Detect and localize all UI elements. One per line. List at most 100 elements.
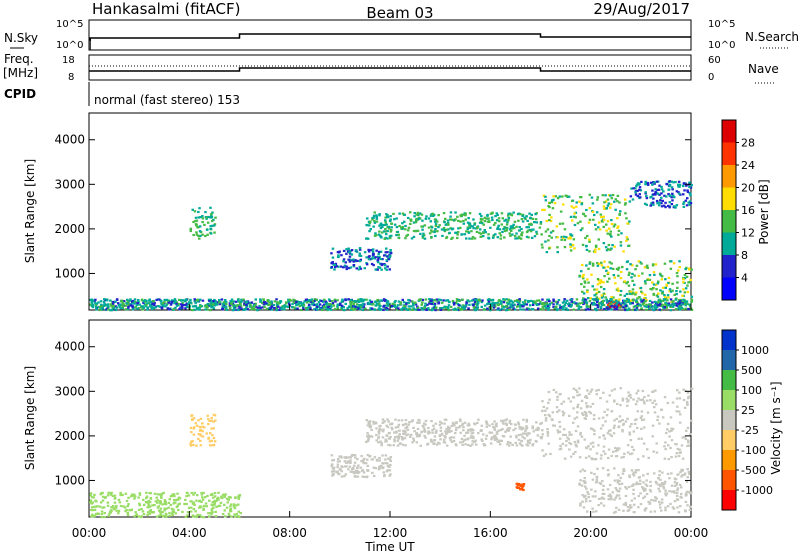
data-cell [658,193,661,196]
data-cell [362,302,365,305]
data-cell [589,412,593,415]
data-cell [645,203,648,206]
data-cell [145,495,149,498]
data-cell [325,303,328,306]
data-cell [645,303,648,306]
data-cell [481,218,484,221]
data-cell [599,213,603,216]
data-cell [194,422,197,425]
data-cell [358,247,362,250]
data-cell [475,443,478,446]
data-cell [493,438,497,441]
data-cell [681,294,684,297]
data-cell [686,402,689,406]
data-cell [602,434,605,437]
data-cell [507,302,511,305]
data-cell [229,306,232,310]
data-cell [446,425,450,428]
data-cell [454,443,458,446]
data-cell [636,400,639,403]
data-cell [508,228,512,231]
data-cell [581,301,584,304]
data-cell [643,402,646,405]
data-cell [350,470,353,473]
data-cell [584,494,587,497]
data-cell [462,219,465,223]
data-cell [497,307,500,310]
data-cell [277,301,280,304]
data-cell [356,458,359,461]
data-cell [595,389,598,392]
data-cell [409,211,412,214]
data-cell [186,514,189,517]
data-cell [111,494,115,497]
data-cell [515,444,519,447]
data-cell [531,444,534,447]
data-cell [184,307,187,310]
data-cell [207,436,211,439]
data-cell [522,483,526,486]
data-cell [381,418,385,421]
data-cell [334,300,337,303]
data-cell [521,436,525,439]
data-cell [238,301,242,304]
data-cell [639,503,643,506]
data-cell [340,306,343,309]
data-cell [653,406,656,409]
data-cell [397,423,401,426]
data-cell [95,308,98,311]
data-cell [385,223,388,226]
data-cell [575,304,579,307]
data-cell [576,411,579,414]
data-cell [646,278,649,281]
data-cell [583,495,586,499]
data-cell [417,213,420,217]
data-cell [685,275,689,278]
data-cell [636,389,640,392]
data-cell [172,502,176,505]
data-cell [572,421,575,424]
data-cell [444,307,447,310]
data-cell [496,236,499,239]
data-cell [603,260,606,263]
data-cell [679,471,682,474]
data-cell [283,308,286,311]
data-cell [367,248,370,251]
data-cell [687,444,691,447]
data-cell [571,243,575,247]
data-cell [610,247,613,250]
data-cell [657,188,661,191]
data-cell [657,292,660,295]
data-cell [209,216,212,219]
data-cell [479,217,483,221]
data-cell [587,496,590,499]
data-cell [545,407,549,410]
data-cell [505,229,509,232]
data-cell [265,302,268,305]
data-cell [366,458,369,461]
data-cell [305,300,308,303]
data-cell [222,493,225,496]
data-cell [540,435,544,439]
data-cell [385,440,388,443]
data-cell [455,426,458,429]
data-cell [487,236,490,239]
data-cell [197,419,200,422]
data-cell [420,430,424,433]
data-cell [534,213,537,216]
data-cell [141,305,144,308]
data-cell [190,500,193,503]
data-cell [377,430,380,433]
data-cell [389,473,392,476]
data-cell [130,495,133,498]
data-cell [354,249,358,252]
data-cell [645,492,649,496]
data-cell [598,282,602,285]
power-ylabel: Slant Range [km] [23,159,37,263]
data-cell [414,221,418,224]
beam-title: Beam 03 [366,4,433,22]
data-cell [617,229,621,232]
data-cell [643,509,647,512]
data-cell [680,486,683,489]
